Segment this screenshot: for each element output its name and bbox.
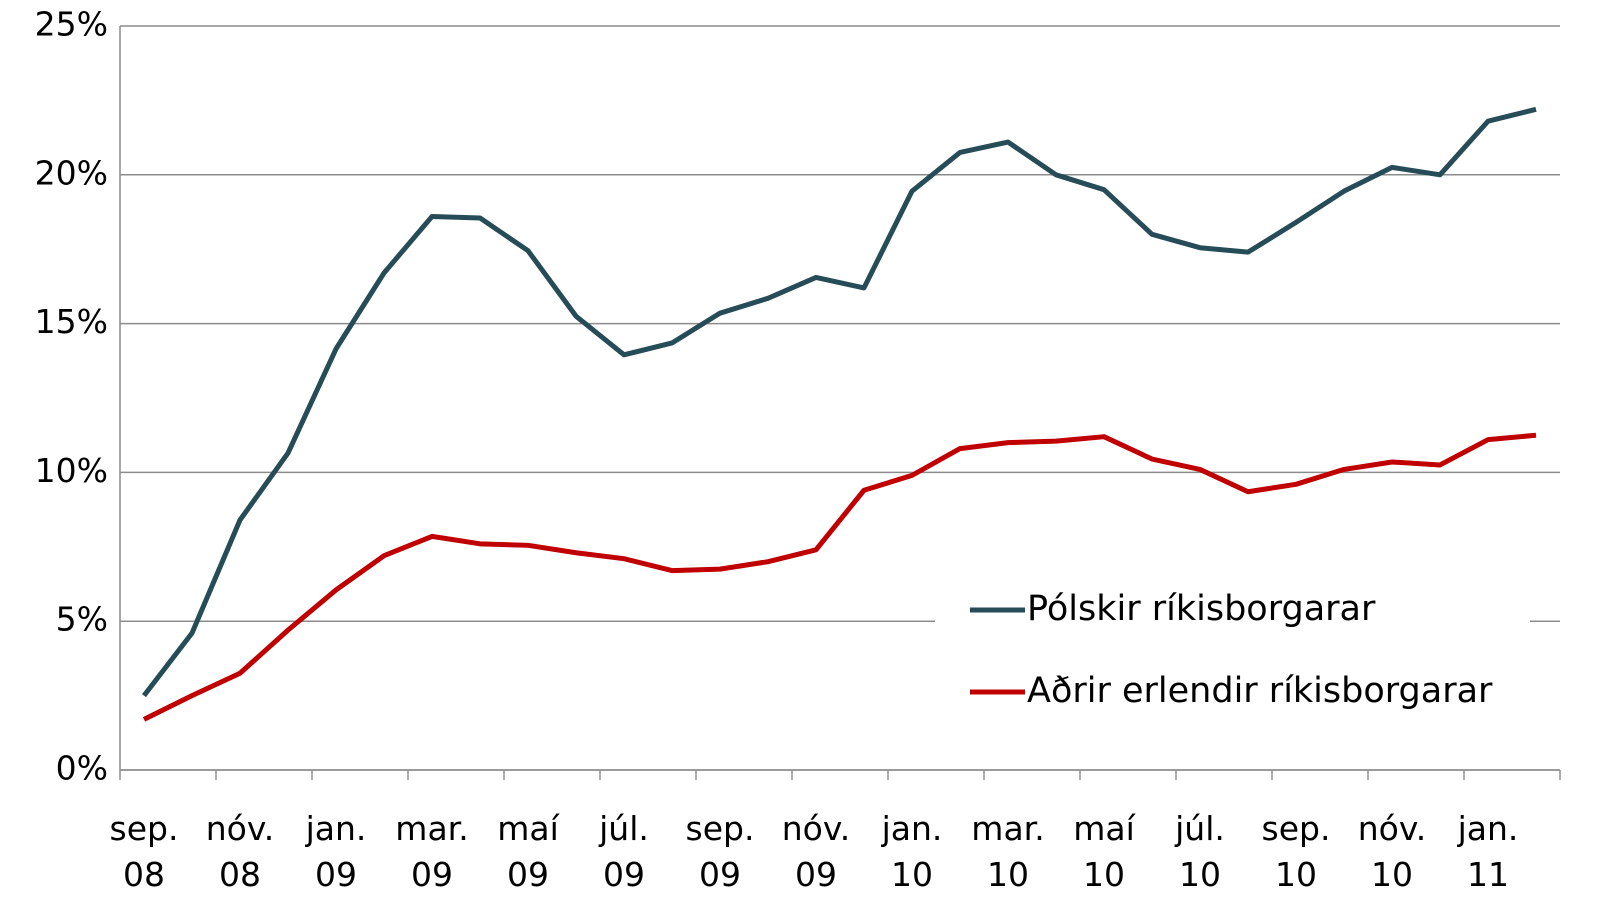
y-tick-label: 0% <box>56 749 108 788</box>
y-tick-label: 5% <box>56 600 108 639</box>
legend-label: Pólskir ríkisborgarar <box>1027 589 1376 629</box>
line-series <box>142 106 1537 698</box>
legend-label: Aðrir erlendir ríkisborgarar <box>1027 671 1493 711</box>
x-tick-label: sep. 08 <box>109 809 179 894</box>
legend-box <box>935 570 1530 740</box>
y-tick-label: 15% <box>35 302 108 341</box>
y-tick-label: 10% <box>35 451 108 490</box>
x-tick-label: jan. 10 <box>881 809 943 894</box>
x-tick-label: mar. 10 <box>971 809 1045 894</box>
x-tick-label: mar. 09 <box>395 809 469 894</box>
x-tick-label: nóv. 08 <box>205 809 275 894</box>
x-tick-label: jan. 11 <box>1457 809 1519 894</box>
x-tick-label: júl. 09 <box>599 809 649 894</box>
x-tick-label: maí 10 <box>1073 809 1135 894</box>
x-tick-label: maí 09 <box>497 809 559 894</box>
x-tick-label: sep. 09 <box>685 809 755 894</box>
x-tick-label: júl. 10 <box>1175 809 1225 894</box>
x-tick-label: nóv. 10 <box>1357 809 1427 894</box>
line-series <box>142 432 1537 722</box>
x-tick-label: jan. 09 <box>305 809 367 894</box>
x-tick-label: sep. 10 <box>1261 809 1331 894</box>
y-tick-label: 20% <box>35 153 108 192</box>
x-tick-label: nóv. 09 <box>781 809 851 894</box>
y-tick-label: 25% <box>35 5 108 44</box>
